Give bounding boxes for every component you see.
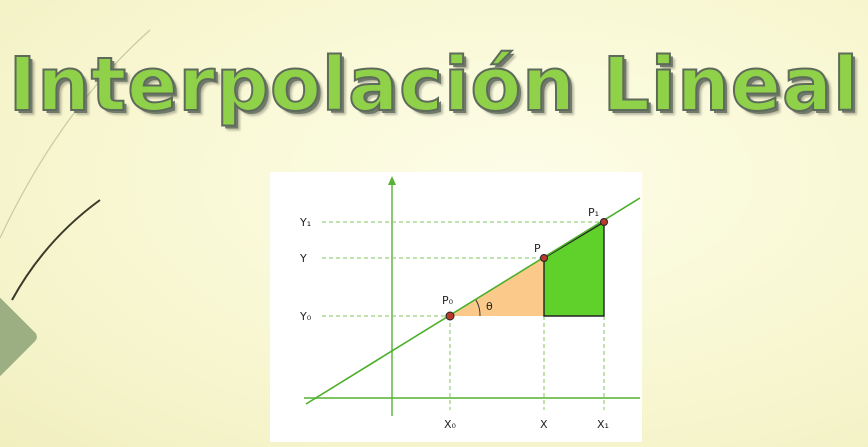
angle-label: θ: [486, 300, 493, 313]
label-x: X: [540, 418, 548, 431]
decorative-curve-dark: [11, 199, 101, 301]
label-p: P: [534, 242, 541, 255]
label-x1: X₁: [597, 418, 609, 431]
label-y0: Y₀: [299, 310, 312, 323]
decorative-diamond: [0, 296, 37, 377]
point-p: [540, 254, 548, 262]
angle-arc: [475, 299, 481, 317]
decorative-curve: [0, 29, 151, 239]
page-title: Interpolación Lineal: [8, 42, 860, 128]
interpolation-line: [305, 197, 641, 405]
label-p0: P₀: [442, 294, 454, 307]
label-p1: P₁: [588, 206, 599, 219]
point-p0: [445, 311, 455, 321]
triangle-green: [543, 220, 605, 317]
interpolation-diagram: θ P₀ P P₁ Y₁ Y Y₀ X₀ X X₁: [270, 172, 642, 442]
label-x0: X₀: [444, 418, 457, 431]
y-axis-arrow: [388, 176, 396, 185]
point-p1: [600, 218, 608, 226]
label-y1: Y₁: [299, 216, 311, 229]
label-y: Y: [299, 252, 307, 265]
